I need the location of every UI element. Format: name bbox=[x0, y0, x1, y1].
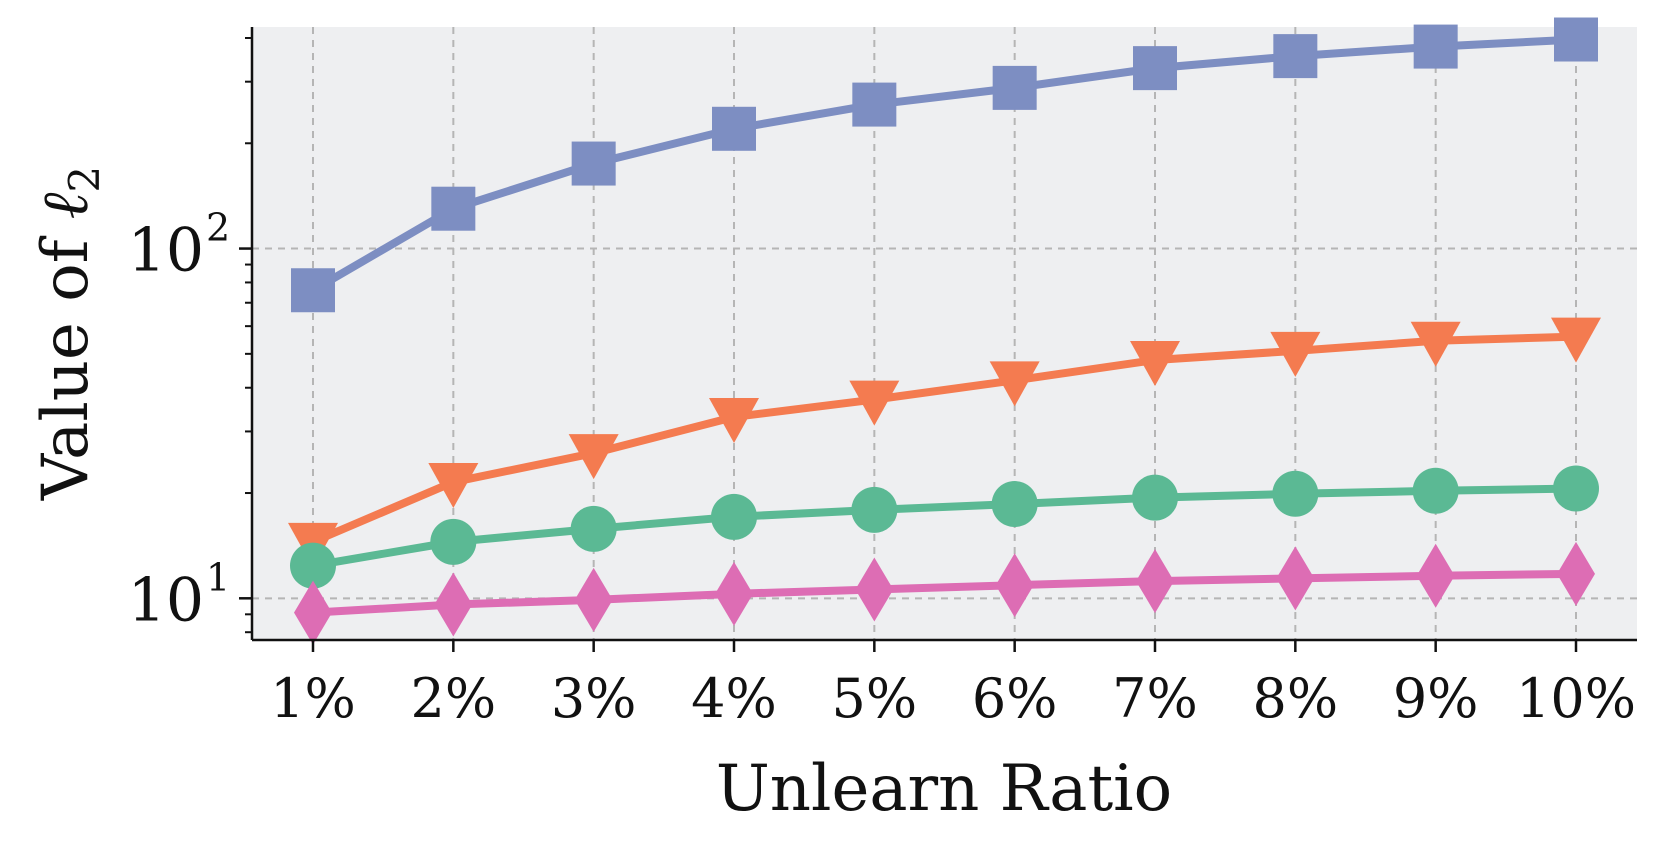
square-marker bbox=[992, 65, 1037, 110]
circle-marker bbox=[1412, 467, 1459, 514]
x-tick-label: 5% bbox=[831, 667, 917, 730]
y-axis-title: Value of ℓ2 bbox=[29, 166, 109, 501]
y-tick-label: 10 bbox=[128, 565, 204, 635]
diamond-marker bbox=[574, 567, 613, 632]
diamond-marker bbox=[855, 557, 894, 622]
circle-marker bbox=[1132, 474, 1178, 521]
y-tick-label-exponent: 1 bbox=[206, 555, 230, 599]
triangle-down-marker bbox=[709, 397, 759, 443]
square-marker bbox=[431, 186, 476, 231]
square-marker bbox=[1554, 17, 1598, 62]
triangle-down-marker bbox=[1410, 321, 1461, 367]
diamond-marker bbox=[434, 572, 473, 637]
circle-marker bbox=[711, 493, 757, 540]
x-tick-label: 6% bbox=[972, 667, 1058, 730]
diamond-marker bbox=[1416, 543, 1455, 608]
x-tick-label: 8% bbox=[1252, 667, 1338, 730]
series-circle bbox=[290, 465, 1599, 589]
y-tick-label-exponent: 2 bbox=[206, 206, 230, 250]
x-tick-label: 10% bbox=[1516, 667, 1636, 730]
y-tick-label-base: 10 bbox=[128, 565, 204, 635]
circle-marker bbox=[991, 481, 1038, 528]
y-axis-title-subscript: 2 bbox=[60, 166, 109, 193]
diamond-marker bbox=[1136, 549, 1174, 614]
y-tick-label-base: 10 bbox=[128, 216, 204, 286]
ticks bbox=[239, 36, 1578, 652]
circle-marker bbox=[290, 542, 336, 589]
diamond-marker bbox=[715, 561, 753, 626]
series-line bbox=[311, 332, 1577, 546]
triangle-down-marker bbox=[989, 361, 1040, 407]
x-tick-label: 4% bbox=[691, 667, 777, 730]
x-tick-label: 3% bbox=[551, 667, 637, 730]
diamond-marker bbox=[995, 553, 1034, 618]
circle-marker bbox=[1553, 465, 1599, 512]
square-marker bbox=[712, 106, 756, 151]
triangle-down-marker bbox=[1270, 331, 1321, 377]
x-tick-label: 2% bbox=[410, 667, 496, 730]
square-marker bbox=[1273, 34, 1318, 79]
x-tick-label: 9% bbox=[1393, 667, 1479, 730]
y-axis-title-text: Value of bbox=[29, 219, 103, 501]
series-line bbox=[310, 35, 1577, 294]
square-marker bbox=[852, 82, 897, 127]
square-marker bbox=[291, 268, 335, 313]
triangle-down-marker bbox=[568, 434, 619, 480]
circle-marker bbox=[1272, 470, 1319, 517]
square-marker bbox=[571, 141, 616, 186]
triangle-down-marker bbox=[1130, 341, 1180, 387]
series-layer bbox=[288, 17, 1601, 645]
series-square bbox=[291, 17, 1598, 313]
y-tick-label: 10 bbox=[128, 216, 204, 286]
triangle-down-marker bbox=[428, 463, 479, 509]
diamond-marker bbox=[1276, 546, 1315, 611]
series-line bbox=[312, 484, 1577, 570]
circle-marker bbox=[570, 505, 617, 552]
x-tick-label: 7% bbox=[1112, 667, 1198, 730]
circle-marker bbox=[430, 518, 477, 565]
x-axis-title: Unlearn Ratio bbox=[716, 752, 1172, 826]
triangle-down-marker bbox=[1551, 317, 1601, 363]
diamond-marker bbox=[294, 580, 332, 645]
series-line bbox=[312, 569, 1577, 617]
series-diamond bbox=[294, 541, 1595, 645]
square-marker bbox=[1413, 24, 1458, 69]
axes bbox=[250, 27, 1637, 642]
circle-marker bbox=[851, 486, 898, 533]
series-triangle-down bbox=[288, 317, 1601, 568]
x-tick-label: 1% bbox=[270, 667, 356, 730]
y-axis-title-math: ℓ bbox=[29, 192, 103, 219]
square-marker bbox=[1133, 46, 1177, 91]
triangle-down-marker bbox=[849, 380, 900, 426]
diamond-marker bbox=[1557, 541, 1595, 606]
